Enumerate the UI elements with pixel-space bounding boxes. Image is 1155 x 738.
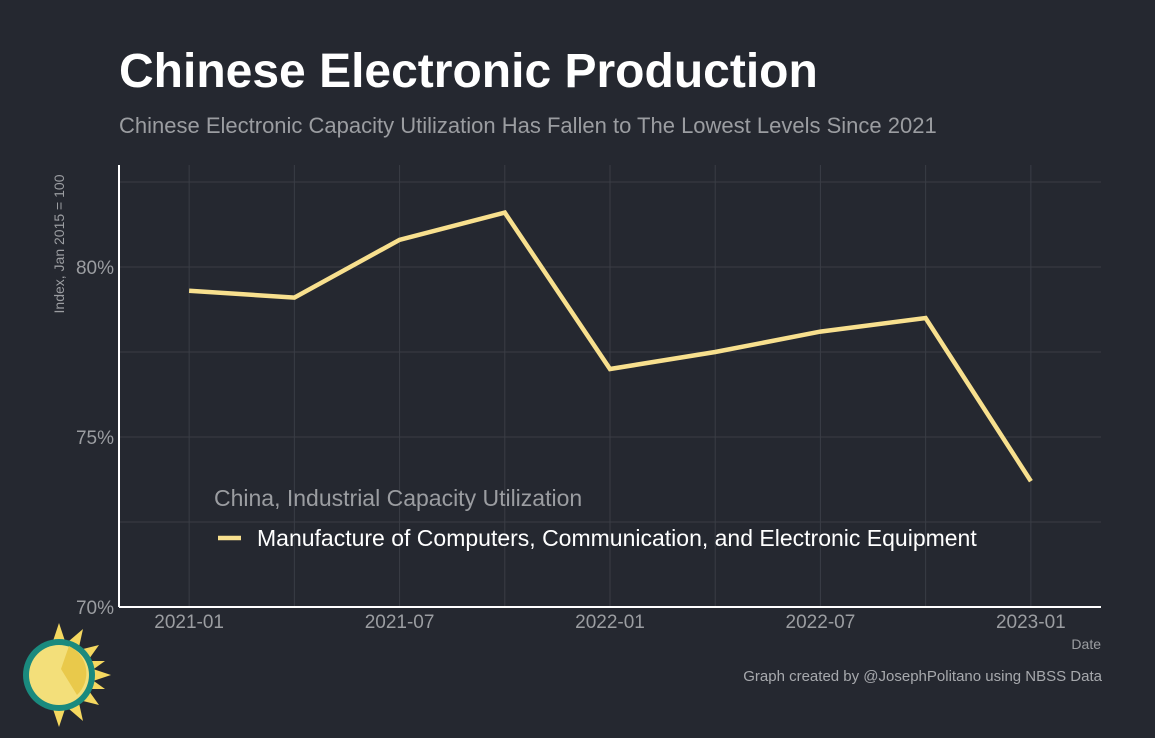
x-tick-label: 2022-07: [786, 612, 856, 633]
sun-logo-icon: [23, 623, 111, 727]
chart-subtitle: Chinese Electronic Capacity Utilization …: [119, 113, 937, 138]
x-tick-label: 2021-01: [154, 612, 224, 633]
legend: China, Industrial Capacity Utilization Ma…: [214, 485, 977, 551]
legend-title: China, Industrial Capacity Utilization: [214, 485, 582, 511]
y-tick-label: 70%: [76, 598, 114, 619]
legend-label: Manufacture of Computers, Communication,…: [257, 525, 977, 551]
x-tick-label: 2023-01: [996, 612, 1066, 633]
y-tick-label: 75%: [76, 428, 114, 449]
series-lines: [188, 210, 1033, 483]
axes: [118, 165, 1101, 608]
x-tick-label: 2022-01: [575, 612, 645, 633]
source-caption: Graph created by @JosephPolitano using N…: [743, 668, 1102, 685]
tick-labels: 70% 75% 80% 2021-01 2021-07 2022-01 2022-07 202…: [51, 174, 1101, 652]
y-tick-label: 80%: [76, 258, 114, 279]
chart-title: Chinese Electronic Production: [119, 45, 818, 98]
x-axis-title: Date: [1071, 636, 1101, 652]
series-line: [188, 210, 1033, 483]
grid-lines: [119, 165, 1101, 607]
x-tick-label: 2021-07: [365, 612, 435, 633]
y-axis-title: Index, Jan 2015 = 100: [51, 174, 67, 313]
